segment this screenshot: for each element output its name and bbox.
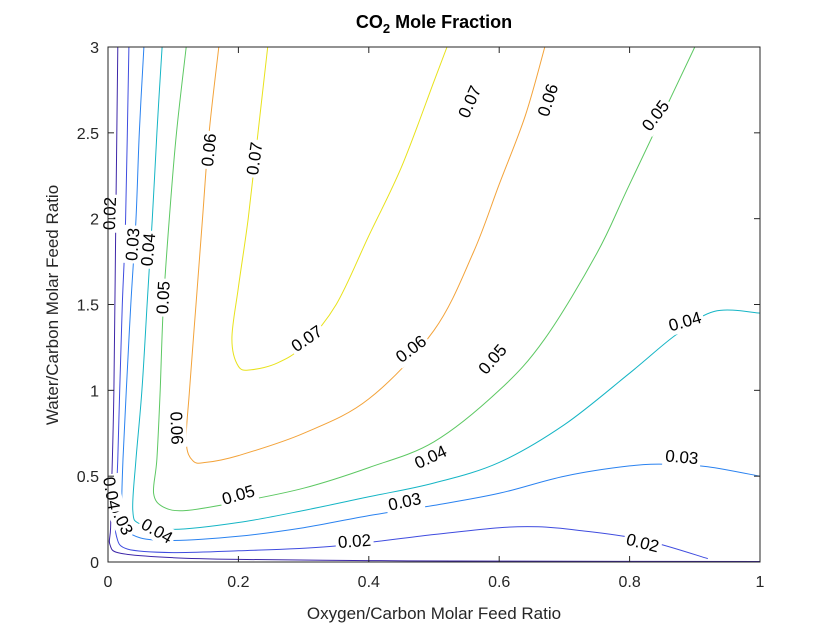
contour-label-background bbox=[197, 130, 222, 170]
contour-label-background bbox=[532, 79, 564, 122]
contour-label-background bbox=[453, 80, 487, 124]
contour-line-0-01 bbox=[108, 46, 761, 562]
contour-label-background bbox=[409, 440, 453, 475]
x-tick-label: 0.6 bbox=[488, 574, 510, 591]
contour-line-0-06 bbox=[185, 46, 546, 464]
contour-label-background bbox=[242, 138, 268, 179]
x-tick-label: 0.2 bbox=[227, 574, 249, 591]
contour-line-0-03 bbox=[121, 46, 761, 542]
y-axis-label: Water/Carbon Molar Feed Ratio bbox=[43, 185, 62, 425]
contour-label-background bbox=[334, 530, 375, 553]
x-tick-label: 0.4 bbox=[358, 574, 380, 591]
contour-label-background bbox=[621, 528, 664, 558]
contour-label-background bbox=[662, 445, 702, 469]
contour-label: 0.05 bbox=[153, 281, 174, 315]
y-axis-ticks: 0 0.5 1 1.5 2 2.5 3 bbox=[77, 40, 760, 572]
chart-title: CO2 Mole Fraction bbox=[356, 12, 512, 36]
contour-label: 0.04 bbox=[137, 232, 159, 267]
contour-label-background bbox=[99, 194, 121, 233]
contour-label-background bbox=[636, 94, 676, 137]
y-tick-label: 1.5 bbox=[77, 298, 99, 315]
x-axis-label: Oxygen/Carbon Molar Feed Ratio bbox=[307, 604, 561, 623]
y-tick-label: 0 bbox=[90, 555, 99, 572]
contour-label-background bbox=[98, 472, 125, 514]
contour-label: 0.07 bbox=[243, 141, 266, 176]
contour-label: 0.02 bbox=[337, 531, 371, 552]
contour-label-background bbox=[285, 319, 329, 358]
y-tick-label: 3 bbox=[90, 40, 99, 57]
contour-label-background bbox=[217, 480, 260, 510]
contour-label: 0.06 bbox=[198, 133, 220, 168]
x-axis-ticks: 0 0.2 0.4 0.6 0.8 1 bbox=[104, 47, 765, 591]
contour-line-0-04 bbox=[132, 46, 761, 530]
y-tick-label: 0.5 bbox=[77, 469, 99, 486]
x-tick-label: 0.8 bbox=[618, 574, 640, 591]
contour-label: 0.03 bbox=[664, 446, 699, 468]
contour-label-background bbox=[384, 488, 426, 516]
contour-label: 0.06 bbox=[166, 411, 186, 445]
x-tick-label: 0 bbox=[104, 574, 113, 591]
contour-line-0-07 bbox=[231, 46, 448, 371]
contour-label-background bbox=[472, 338, 513, 381]
x-tick-label: 1 bbox=[756, 574, 765, 591]
y-tick-label: 2 bbox=[90, 212, 99, 229]
y-tick-label: 2.5 bbox=[77, 126, 99, 143]
contour-label-background bbox=[152, 278, 175, 318]
contour-line-0-02 bbox=[114, 46, 708, 560]
contour-label-background bbox=[663, 306, 707, 337]
y-tick-label: 1 bbox=[90, 383, 99, 400]
contour-label-background bbox=[390, 329, 433, 369]
contour-label-background bbox=[135, 512, 179, 550]
contour-label-background bbox=[136, 229, 161, 270]
contour-label-background bbox=[165, 408, 188, 448]
contour-label: 0.02 bbox=[100, 197, 120, 231]
